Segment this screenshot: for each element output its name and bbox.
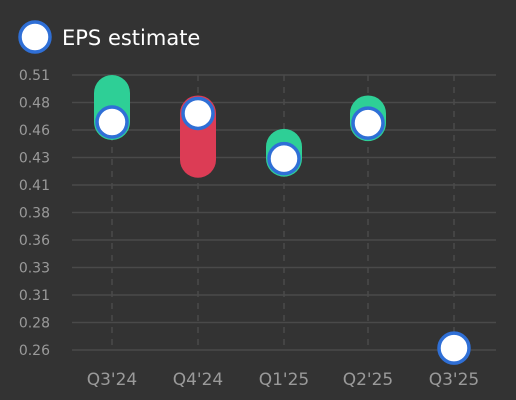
x-axis: Q3'24 Q4'24 Q1'25 Q2'25 Q3'25: [87, 370, 480, 390]
y-axis: 0.26 0.28 0.31 0.33 0.36 0.38 0.41 0.43 0.46 0.48…: [19, 68, 50, 359]
x-tick-label: Q3'24: [87, 370, 138, 390]
y-tick-label: 0.33: [19, 261, 50, 277]
grid: [72, 74, 496, 351]
y-tick-label: 0.41: [19, 178, 50, 194]
y-tick-label: 0.48: [19, 96, 50, 112]
y-tick-label: 0.26: [19, 343, 50, 359]
x-tick-label: Q3'25: [429, 370, 480, 390]
y-tick-label: 0.31: [19, 288, 50, 304]
estimate-marker: [267, 141, 301, 176]
legend: EPS estimate: [18, 20, 200, 54]
surprise-bars: [94, 74, 386, 178]
estimate-markers: [95, 96, 471, 365]
y-tick-label: 0.38: [19, 206, 50, 222]
x-tick-label: Q2'25: [343, 370, 394, 390]
y-tick-label: 0.36: [19, 233, 50, 249]
x-tick-label: Q4'24: [173, 370, 224, 390]
estimate-marker: [351, 106, 385, 140]
y-tick-label: 0.28: [19, 316, 50, 332]
estimate-marker: [95, 105, 129, 139]
y-tick-label: 0.43: [19, 151, 50, 167]
legend-marker-icon: [18, 20, 52, 54]
estimate-marker: [437, 331, 471, 365]
x-tick-label: Q1'25: [259, 370, 310, 390]
estimate-marker: [181, 96, 215, 131]
y-tick-label: 0.46: [19, 123, 50, 139]
y-tick-label: 0.51: [19, 68, 50, 84]
legend-label: EPS estimate: [62, 26, 200, 50]
